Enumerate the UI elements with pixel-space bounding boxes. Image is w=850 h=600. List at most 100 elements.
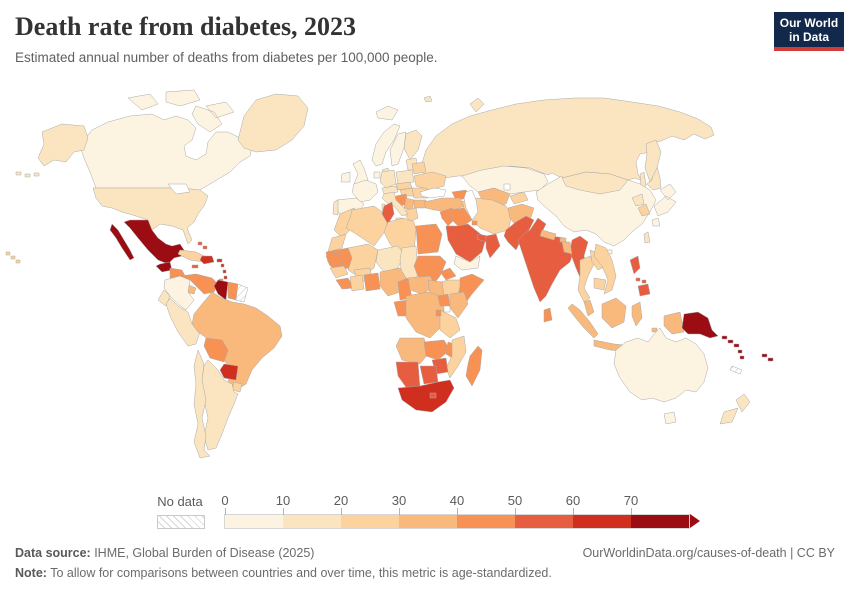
country-hispaniola[interactable] <box>199 255 215 265</box>
legend-tick-label-60: 60 <box>565 493 581 508</box>
country-poland[interactable] <box>395 169 415 185</box>
country-guatemala-belize[interactable] <box>155 261 173 273</box>
country-canada[interactable] <box>79 89 253 195</box>
country-bulgaria[interactable] <box>413 199 427 209</box>
country-greenland[interactable] <box>237 93 309 153</box>
country-kenya[interactable] <box>449 291 469 319</box>
legend-bin-0[interactable] <box>225 515 283 528</box>
country-french-guiana[interactable] <box>235 283 249 303</box>
country-cambodia[interactable] <box>593 277 607 291</box>
country-paraguay[interactable] <box>219 363 239 381</box>
country-zambia[interactable] <box>423 339 451 361</box>
country-thailand[interactable] <box>577 255 595 303</box>
legend-no-data-swatch[interactable] <box>157 515 205 529</box>
legend-bin-6[interactable] <box>573 515 631 528</box>
country-north-korea[interactable] <box>631 193 645 207</box>
country-botswana[interactable] <box>419 365 439 385</box>
country-solomon-islands[interactable] <box>721 335 740 348</box>
country-benelux[interactable] <box>373 171 381 179</box>
country-iraq[interactable] <box>449 207 473 229</box>
country-new-zealand[interactable] <box>719 393 751 425</box>
country-germany[interactable] <box>379 169 397 189</box>
legend-bin-4[interactable] <box>457 515 515 528</box>
country-bangladesh[interactable] <box>561 241 573 255</box>
legend-tick-mark <box>457 508 458 515</box>
country-new-caledonia[interactable] <box>729 365 743 375</box>
country-nepal[interactable] <box>539 229 557 241</box>
country-france[interactable] <box>351 179 379 203</box>
legend-bin-7[interactable] <box>631 515 689 528</box>
legend-bin-3[interactable] <box>399 515 457 528</box>
country-fiji[interactable] <box>761 353 774 362</box>
country-madagascar[interactable] <box>465 345 483 387</box>
country-portugal[interactable] <box>332 199 339 216</box>
country-south-africa[interactable] <box>397 379 455 413</box>
country-bhutan[interactable] <box>559 237 567 243</box>
country-uganda[interactable] <box>437 293 451 307</box>
country-brazil[interactable] <box>191 291 283 391</box>
owid-logo: Our World in Data <box>774 12 844 51</box>
country-russia-far-east[interactable] <box>639 139 662 189</box>
legend-tick-label-70: 70 <box>623 493 639 508</box>
country-rwanda-burundi[interactable] <box>435 309 442 317</box>
country-yemen[interactable] <box>453 255 481 271</box>
country-angola[interactable] <box>395 337 429 365</box>
country-oman[interactable] <box>485 233 501 259</box>
country-ecuador[interactable] <box>157 289 171 307</box>
country-serbia-albania[interactable] <box>403 197 415 211</box>
country-alaska[interactable] <box>15 123 89 178</box>
country-hawaii[interactable] <box>5 251 21 264</box>
country-jamaica[interactable] <box>191 264 199 269</box>
country-ghana-togo-benin[interactable] <box>363 272 381 292</box>
country-algeria[interactable] <box>345 205 389 247</box>
country-papua-new-guinea[interactable] <box>681 311 719 339</box>
country-mongolia[interactable] <box>561 171 629 195</box>
country-philippines[interactable] <box>629 255 651 297</box>
country-kyrgyzstan-tajikistan[interactable] <box>509 191 529 205</box>
country-eritrea[interactable] <box>439 267 457 281</box>
country-chile[interactable] <box>193 349 211 459</box>
country-bolivia[interactable] <box>203 337 229 363</box>
country-usa[interactable] <box>92 187 209 245</box>
country-western-sahara[interactable] <box>327 233 347 253</box>
country-egypt[interactable] <box>415 223 443 255</box>
country-vanuatu[interactable] <box>737 349 745 360</box>
country-kuwait[interactable] <box>471 220 478 226</box>
country-south-korea[interactable] <box>637 203 651 217</box>
country-niger[interactable] <box>375 245 405 273</box>
country-ivory-coast[interactable] <box>349 274 365 292</box>
country-guyana[interactable] <box>213 279 229 301</box>
legend-bar <box>224 514 690 529</box>
country-tunisia[interactable] <box>381 201 395 225</box>
country-finland[interactable] <box>403 129 423 161</box>
country-norway[interactable] <box>371 123 401 167</box>
country-saudi-arabia[interactable] <box>445 223 487 263</box>
country-tanzania[interactable] <box>439 309 461 339</box>
footer-note-label: Note: <box>15 566 47 580</box>
country-belarus[interactable] <box>411 161 427 175</box>
country-mexico[interactable] <box>109 219 185 265</box>
country-iceland[interactable] <box>375 105 399 121</box>
country-australia[interactable] <box>613 327 709 425</box>
country-namibia[interactable] <box>395 361 421 391</box>
country-puerto-rico[interactable] <box>216 258 223 263</box>
legend-bin-5[interactable] <box>515 515 573 528</box>
country-ireland[interactable] <box>340 171 351 183</box>
country-guinea[interactable] <box>329 265 349 279</box>
legend-bin-2[interactable] <box>341 515 399 528</box>
country-vietnam[interactable] <box>593 243 617 295</box>
country-venezuela[interactable] <box>179 273 219 295</box>
country-malaysia[interactable] <box>583 299 595 317</box>
country-sri-lanka[interactable] <box>543 307 553 323</box>
country-mozambique[interactable] <box>445 335 467 379</box>
country-bahamas[interactable] <box>197 241 208 250</box>
country-ukraine[interactable] <box>413 171 447 191</box>
country-japan[interactable] <box>651 183 677 227</box>
country-taiwan[interactable] <box>643 231 651 244</box>
legend-bin-1[interactable] <box>283 515 341 528</box>
country-peru[interactable] <box>165 297 201 347</box>
country-senegal[interactable] <box>325 253 345 267</box>
footer-note-text: To allow for comparisons between countri… <box>46 566 552 580</box>
country-lesser-antilles[interactable] <box>220 263 228 280</box>
country-lesotho[interactable] <box>429 392 437 399</box>
